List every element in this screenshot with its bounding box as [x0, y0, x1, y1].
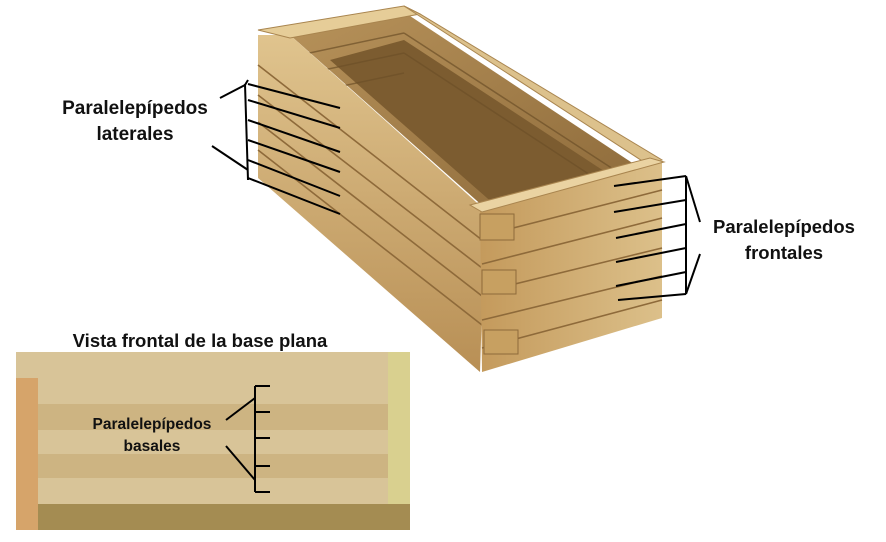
basal-label-line2: basales: [123, 438, 181, 455]
lateral-label-line2: laterales: [96, 124, 174, 145]
front-face: [480, 160, 662, 372]
frontal-leader-lines: [613, 175, 701, 301]
basal-bracket: [225, 385, 270, 493]
side-face: [258, 35, 485, 372]
frontal-label-line1: Paralelepípedos: [713, 216, 855, 237]
base-bottom-beam: [38, 504, 410, 530]
lateral-label-line1: Paralelepípedos: [62, 98, 208, 119]
plank-end-blocks: [479, 213, 519, 355]
base-front-view: [16, 352, 410, 530]
basal-planks-label: Paralelepípedos basales: [72, 414, 232, 458]
planter-box: [257, 5, 666, 372]
base-left-post: [16, 378, 38, 530]
lateral-planks-label: Paralelepípedos laterales: [40, 96, 230, 148]
frontal-planks-label: Paralelepípedos frontales: [700, 214, 868, 266]
frontal-label-line2: frontales: [744, 242, 824, 263]
base-right-post: [388, 352, 410, 504]
top-rim-front: [468, 157, 666, 213]
front-view-title: Vista frontal de la base plana: [72, 330, 328, 351]
inner-floor: [330, 40, 610, 205]
base-stripes: [38, 404, 388, 478]
lateral-leader-lines: [211, 79, 341, 215]
basal-label-line1: Paralelepípedos: [92, 416, 212, 433]
base-panel: [16, 352, 410, 530]
